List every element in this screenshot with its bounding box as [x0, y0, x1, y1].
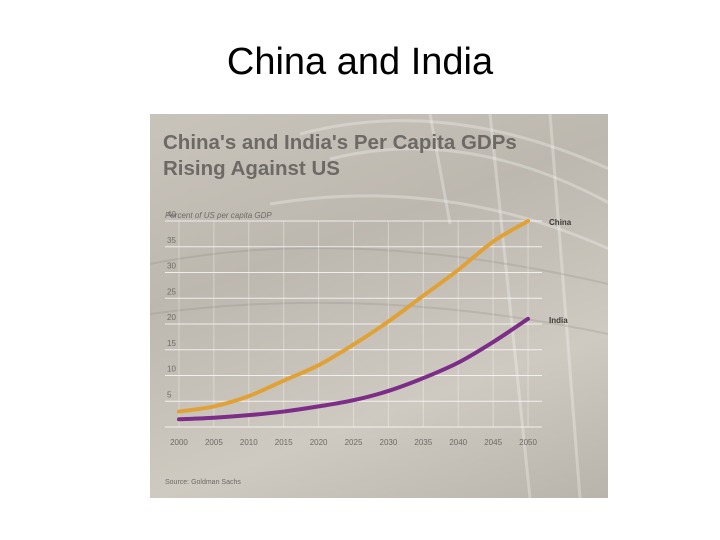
chart-title-line-1: China's and India's Per Capita GDPs	[163, 131, 517, 154]
y-tick-label-5: 5	[167, 390, 172, 399]
x-tick-label-2050: 2050	[519, 438, 537, 447]
y-tick-label-25: 25	[167, 287, 176, 296]
x-tick-label-2010: 2010	[240, 438, 258, 447]
chart-source: Source: Goldman Sachs	[165, 479, 241, 486]
india-series-label: India	[549, 316, 568, 325]
x-tick-label-2005: 2005	[205, 438, 223, 447]
x-tick-label-2015: 2015	[275, 438, 293, 447]
x-tick-label-2035: 2035	[414, 438, 432, 447]
x-tick-label-2045: 2045	[484, 438, 502, 447]
china-series-label: China	[549, 218, 572, 227]
series-lines	[176, 219, 531, 422]
y-tick-label-15: 15	[167, 339, 176, 348]
y-tick-labels: 5 10 15 20 25 30 35 40	[167, 210, 176, 399]
x-tick-label-2020: 2020	[310, 438, 328, 447]
y-axis-label: Percent of US per capita GDP	[165, 211, 272, 220]
india-line	[176, 316, 531, 422]
chart-title-line-2: Rising Against US	[163, 157, 340, 180]
chart-panel: China's and India's Per Capita GDPs Risi…	[150, 114, 608, 498]
y-tick-label-35: 35	[167, 236, 176, 245]
china-line	[176, 219, 531, 414]
series-labels: China India	[549, 218, 572, 325]
x-tick-label-2040: 2040	[449, 438, 467, 447]
slide-title: China and India	[226, 41, 494, 83]
x-tick-labels: 2000 2005 2010 2015 2020 2025 2030 2035 2040 2045…	[170, 438, 537, 447]
x-tick-label-2000: 2000	[170, 438, 188, 447]
chart-svg: China's and India's Per Capita GDPs Risi…	[150, 114, 608, 498]
y-tick-label-10: 10	[167, 365, 176, 374]
y-tick-label-30: 30	[167, 262, 176, 271]
y-tick-label-20: 20	[167, 313, 176, 322]
grid	[165, 220, 542, 428]
y-tick-label-40: 40	[167, 210, 176, 219]
background-texture	[269, 114, 608, 498]
x-tick-label-2025: 2025	[345, 438, 363, 447]
x-tick-label-2030: 2030	[380, 438, 398, 447]
background-texture-dark	[150, 247, 608, 335]
